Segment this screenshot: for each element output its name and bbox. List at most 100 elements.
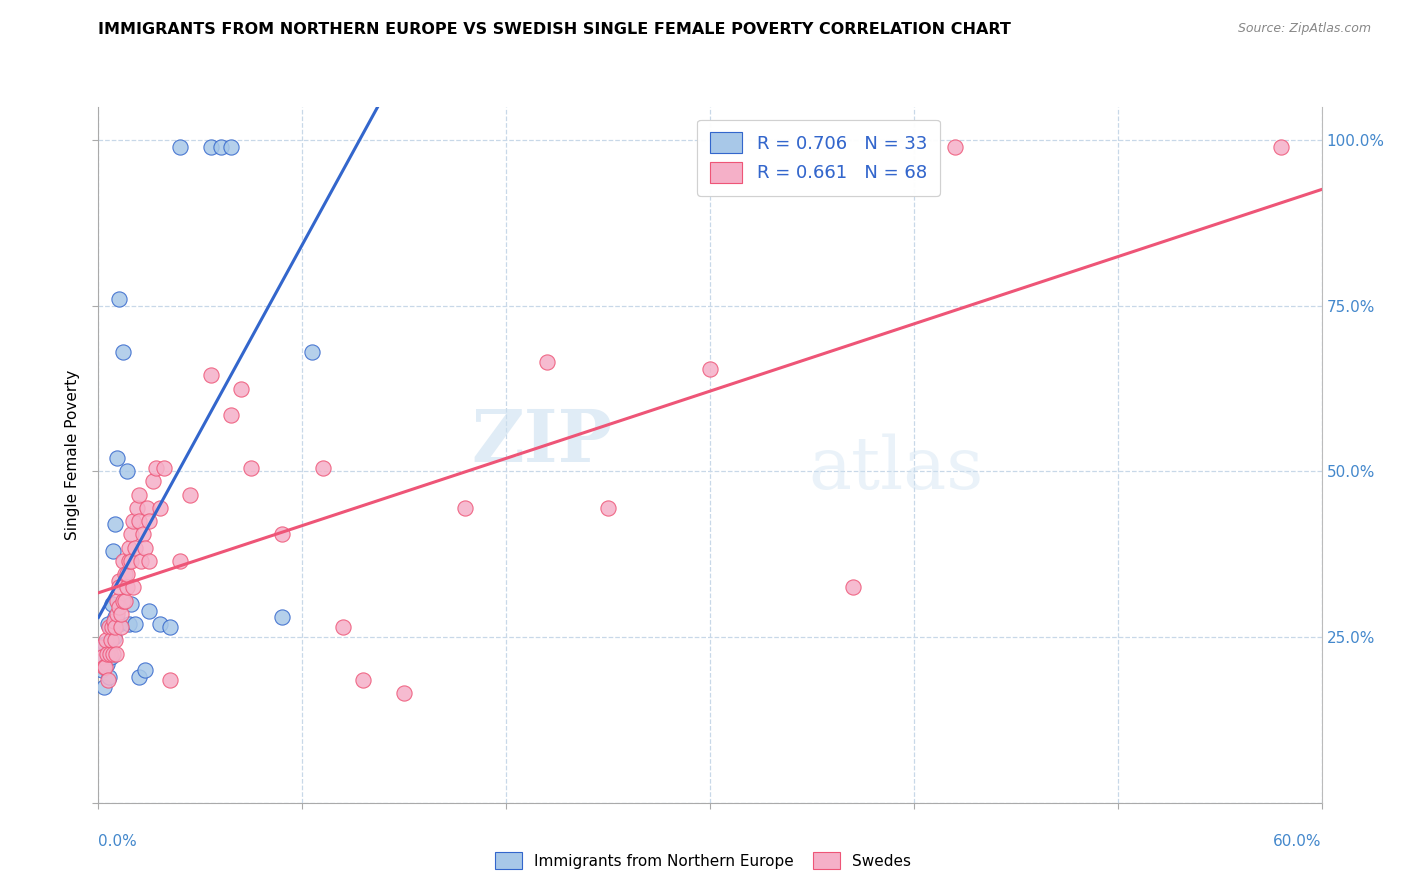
Point [100,620,122,634]
Text: IMMIGRANTS FROM NORTHERN EUROPE VS SWEDISH SINGLE FEMALE POVERTY CORRELATION CHA: IMMIGRANTS FROM NORTHERN EUROPE VS SWEDI… [98,22,1011,37]
Point [240,461,263,475]
Point [138,604,160,618]
Text: 60.0%: 60.0% [1274,834,1322,849]
Point [118,541,141,555]
Point [111,593,134,607]
Point [352,673,374,688]
Point [97,616,120,631]
Point [134,541,156,555]
Point [332,620,354,634]
Point [943,140,966,154]
Point [312,461,335,475]
Point [138,514,160,528]
Point [103,630,125,644]
Point [93,637,115,651]
Point [115,465,138,479]
Point [149,500,172,515]
Point [596,500,619,515]
Point [97,643,120,657]
Point [89,640,111,654]
Point [101,647,124,661]
Point [179,488,201,502]
Point [841,581,863,595]
Point [301,345,323,359]
Point [91,650,114,665]
Point [124,541,146,555]
Point [392,686,416,700]
Point [120,554,142,568]
Point [108,616,131,631]
Point [108,581,131,595]
Point [101,544,124,558]
Point [97,670,120,684]
Point [124,616,146,631]
Point [134,663,156,677]
Point [108,292,131,306]
Point [93,660,115,674]
Point [103,614,125,628]
Point [120,597,142,611]
Point [105,451,128,466]
Point [138,554,160,568]
Point [110,620,132,634]
Point [120,527,142,541]
Point [115,581,138,595]
Point [96,657,118,671]
Point [104,620,127,634]
Text: atlas: atlas [808,434,983,504]
Point [200,368,222,383]
Point [128,514,150,528]
Point [219,140,242,154]
Point [169,554,191,568]
Point [110,607,132,621]
Point [100,597,122,611]
Text: 0.0%: 0.0% [98,834,138,849]
Point [118,554,141,568]
Point [93,660,115,674]
Point [128,670,150,684]
Point [536,355,558,369]
Point [94,633,117,648]
Point [118,616,141,631]
Point [1270,140,1292,154]
Point [136,500,159,515]
Point [699,361,721,376]
Point [105,593,128,607]
Point [98,647,121,661]
Point [96,647,118,661]
Point [104,610,127,624]
Point [114,567,136,582]
Text: ZIP: ZIP [471,406,612,476]
Point [231,382,253,396]
Point [270,527,294,541]
Point [122,514,145,528]
Point [149,616,172,631]
Point [105,607,128,621]
Point [114,593,136,607]
Point [219,408,242,422]
Legend: R = 0.706   N = 33, R = 0.661   N = 68: R = 0.706 N = 33, R = 0.661 N = 68 [697,120,939,195]
Point [159,620,181,634]
Point [200,140,222,154]
Point [128,488,150,502]
Point [111,345,134,359]
Point [97,620,120,634]
Point [169,140,191,154]
Point [270,610,294,624]
Point [91,663,114,677]
Legend: Immigrants from Northern Europe, Swedes: Immigrants from Northern Europe, Swedes [489,846,917,875]
Text: Source: ZipAtlas.com: Source: ZipAtlas.com [1237,22,1371,36]
Y-axis label: Single Female Poverty: Single Female Poverty [65,370,80,540]
Point [108,574,131,588]
Point [145,461,167,475]
Point [111,554,134,568]
Point [100,633,122,648]
Point [108,600,131,615]
Point [122,581,145,595]
Point [127,500,149,515]
Point [104,647,127,661]
Point [129,554,152,568]
Point [104,633,127,648]
Point [104,517,127,532]
Point [142,475,165,489]
